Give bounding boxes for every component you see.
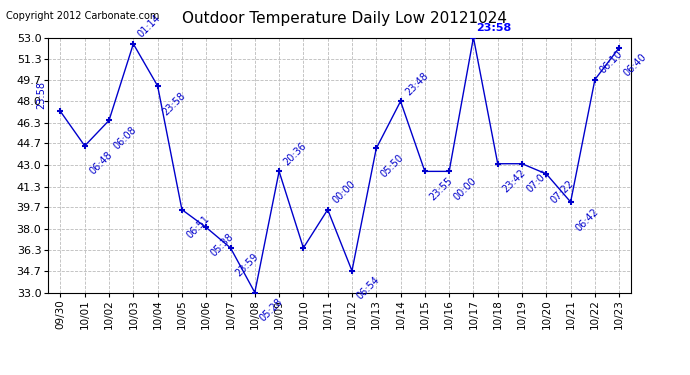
Text: 23:55: 23:55 [428,176,455,202]
Text: 06:48: 06:48 [88,150,115,177]
Text: 06:42: 06:42 [573,206,600,233]
Text: 00:00: 00:00 [331,179,357,206]
Text: 05:38: 05:38 [209,232,236,258]
Text: 05:28: 05:28 [257,297,284,324]
Text: 23:58: 23:58 [476,23,511,33]
Text: 23:42: 23:42 [500,168,527,195]
Text: 23:58: 23:58 [36,81,46,109]
Text: 06:54: 06:54 [355,275,382,302]
Text: 06:08: 06:08 [112,124,139,151]
Text: 20:36: 20:36 [282,140,308,167]
Text: 07:22: 07:22 [549,178,576,205]
Text: 06:10: 06:10 [598,49,624,75]
Text: 00:00: 00:00 [452,176,479,202]
Text: 23:48: 23:48 [404,70,430,97]
Text: 07:01: 07:01 [525,168,551,195]
Text: 05:50: 05:50 [379,153,406,180]
Text: 01:14: 01:14 [136,13,163,40]
Text: Outdoor Temperature Daily Low 20121024: Outdoor Temperature Daily Low 20121024 [182,11,508,26]
Text: 23:58: 23:58 [160,90,187,117]
Text: 23:59: 23:59 [233,252,260,279]
Text: 06:40: 06:40 [622,52,649,78]
Text: 06:51: 06:51 [185,214,211,241]
Text: Copyright 2012 Carbonate.com: Copyright 2012 Carbonate.com [6,11,159,21]
Text: Temperature  (°F): Temperature (°F) [517,22,632,32]
